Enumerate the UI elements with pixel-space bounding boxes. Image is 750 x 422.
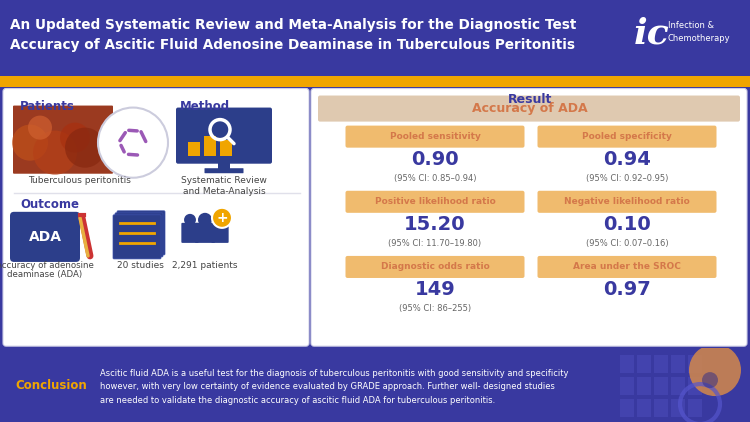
FancyBboxPatch shape (538, 256, 716, 278)
FancyBboxPatch shape (346, 256, 524, 278)
Text: (95% CI: 86–255): (95% CI: 86–255) (399, 304, 471, 313)
Text: Tuberculous peritonitis: Tuberculous peritonitis (28, 176, 131, 185)
FancyBboxPatch shape (688, 377, 702, 395)
Text: Accuracy of Ascitic Fluid Adenosine Deaminase in Tuberculous Peritonitis: Accuracy of Ascitic Fluid Adenosine Deam… (10, 38, 575, 52)
FancyBboxPatch shape (188, 142, 200, 156)
FancyBboxPatch shape (311, 89, 747, 346)
Text: Diagnostic odds ratio: Diagnostic odds ratio (380, 262, 489, 271)
Circle shape (212, 208, 232, 228)
FancyBboxPatch shape (115, 213, 163, 257)
FancyBboxPatch shape (204, 135, 216, 156)
Text: 2,291 patients: 2,291 patients (172, 261, 238, 270)
FancyBboxPatch shape (3, 89, 309, 346)
Text: Method: Method (180, 100, 230, 113)
FancyBboxPatch shape (346, 126, 524, 148)
FancyBboxPatch shape (538, 126, 716, 148)
Circle shape (702, 372, 718, 388)
FancyBboxPatch shape (671, 355, 685, 373)
Text: +: + (216, 211, 228, 225)
Text: (95% CI: 0.07–0.16): (95% CI: 0.07–0.16) (586, 239, 668, 248)
Circle shape (33, 131, 77, 175)
Text: Accuracy of adenosine: Accuracy of adenosine (0, 261, 94, 270)
FancyBboxPatch shape (318, 95, 740, 122)
Text: 149: 149 (415, 280, 455, 299)
Text: 0.97: 0.97 (603, 280, 651, 299)
FancyBboxPatch shape (637, 355, 651, 373)
Text: Area under the SROC: Area under the SROC (573, 262, 681, 271)
FancyBboxPatch shape (620, 399, 634, 417)
Text: Pooled sensitivity: Pooled sensitivity (389, 132, 481, 141)
Text: Outcome: Outcome (20, 198, 79, 211)
FancyBboxPatch shape (637, 377, 651, 395)
Circle shape (198, 213, 212, 227)
Text: Negative likelihood ratio: Negative likelihood ratio (564, 197, 690, 206)
FancyBboxPatch shape (113, 215, 161, 259)
FancyBboxPatch shape (688, 399, 702, 417)
Text: Ascitic fluid ADA is a useful test for the diagnosis of tuberculous peritonitis : Ascitic fluid ADA is a useful test for t… (100, 369, 568, 405)
FancyBboxPatch shape (205, 168, 244, 173)
Text: and Meta-Analysis: and Meta-Analysis (183, 187, 266, 196)
Text: Systematic Review: Systematic Review (181, 176, 267, 185)
FancyBboxPatch shape (671, 399, 685, 417)
Text: (95% CI: 11.70–19.80): (95% CI: 11.70–19.80) (388, 239, 482, 248)
FancyBboxPatch shape (117, 211, 165, 255)
Circle shape (689, 344, 741, 396)
FancyBboxPatch shape (637, 399, 651, 417)
Text: ic: ic (634, 16, 670, 50)
Circle shape (12, 124, 48, 161)
FancyBboxPatch shape (220, 140, 232, 156)
Text: Result: Result (508, 92, 552, 106)
Text: Accuracy of ADA: Accuracy of ADA (472, 102, 588, 115)
FancyBboxPatch shape (218, 160, 230, 170)
FancyBboxPatch shape (538, 191, 716, 213)
Text: (95% CI: 0.92–0.95): (95% CI: 0.92–0.95) (586, 174, 668, 183)
Circle shape (184, 214, 196, 226)
FancyBboxPatch shape (671, 377, 685, 395)
Text: 0.90: 0.90 (411, 150, 459, 169)
Text: Pooled specificity: Pooled specificity (582, 132, 672, 141)
FancyBboxPatch shape (654, 399, 668, 417)
FancyBboxPatch shape (620, 377, 634, 395)
Text: Conclusion: Conclusion (15, 379, 87, 392)
Circle shape (98, 108, 168, 178)
FancyBboxPatch shape (688, 355, 702, 373)
Circle shape (214, 214, 226, 226)
Text: ADA: ADA (28, 230, 62, 244)
Circle shape (65, 127, 105, 168)
Circle shape (60, 123, 90, 153)
Text: Positive likelihood ratio: Positive likelihood ratio (375, 197, 495, 206)
Text: (95% CI: 0.85–0.94): (95% CI: 0.85–0.94) (394, 174, 476, 183)
FancyBboxPatch shape (10, 212, 80, 262)
FancyBboxPatch shape (654, 377, 668, 395)
FancyBboxPatch shape (176, 108, 272, 164)
Text: Patients: Patients (20, 100, 75, 113)
FancyBboxPatch shape (211, 223, 229, 243)
Text: 0.94: 0.94 (603, 150, 651, 169)
Text: 0.10: 0.10 (603, 215, 651, 234)
FancyBboxPatch shape (346, 191, 524, 213)
Text: Chemotherapy: Chemotherapy (668, 34, 730, 43)
FancyBboxPatch shape (13, 106, 113, 174)
FancyBboxPatch shape (182, 223, 199, 243)
FancyBboxPatch shape (195, 223, 215, 243)
Text: An Updated Systematic Review and Meta-Analysis for the Diagnostic Test: An Updated Systematic Review and Meta-An… (10, 18, 576, 32)
Circle shape (28, 116, 52, 140)
Text: 15.20: 15.20 (404, 215, 466, 234)
Text: deaminase (ADA): deaminase (ADA) (8, 270, 82, 279)
Text: Infection &: Infection & (668, 21, 714, 30)
Text: 20 studies: 20 studies (116, 261, 164, 270)
FancyBboxPatch shape (620, 355, 634, 373)
FancyBboxPatch shape (654, 355, 668, 373)
FancyBboxPatch shape (0, 76, 750, 87)
